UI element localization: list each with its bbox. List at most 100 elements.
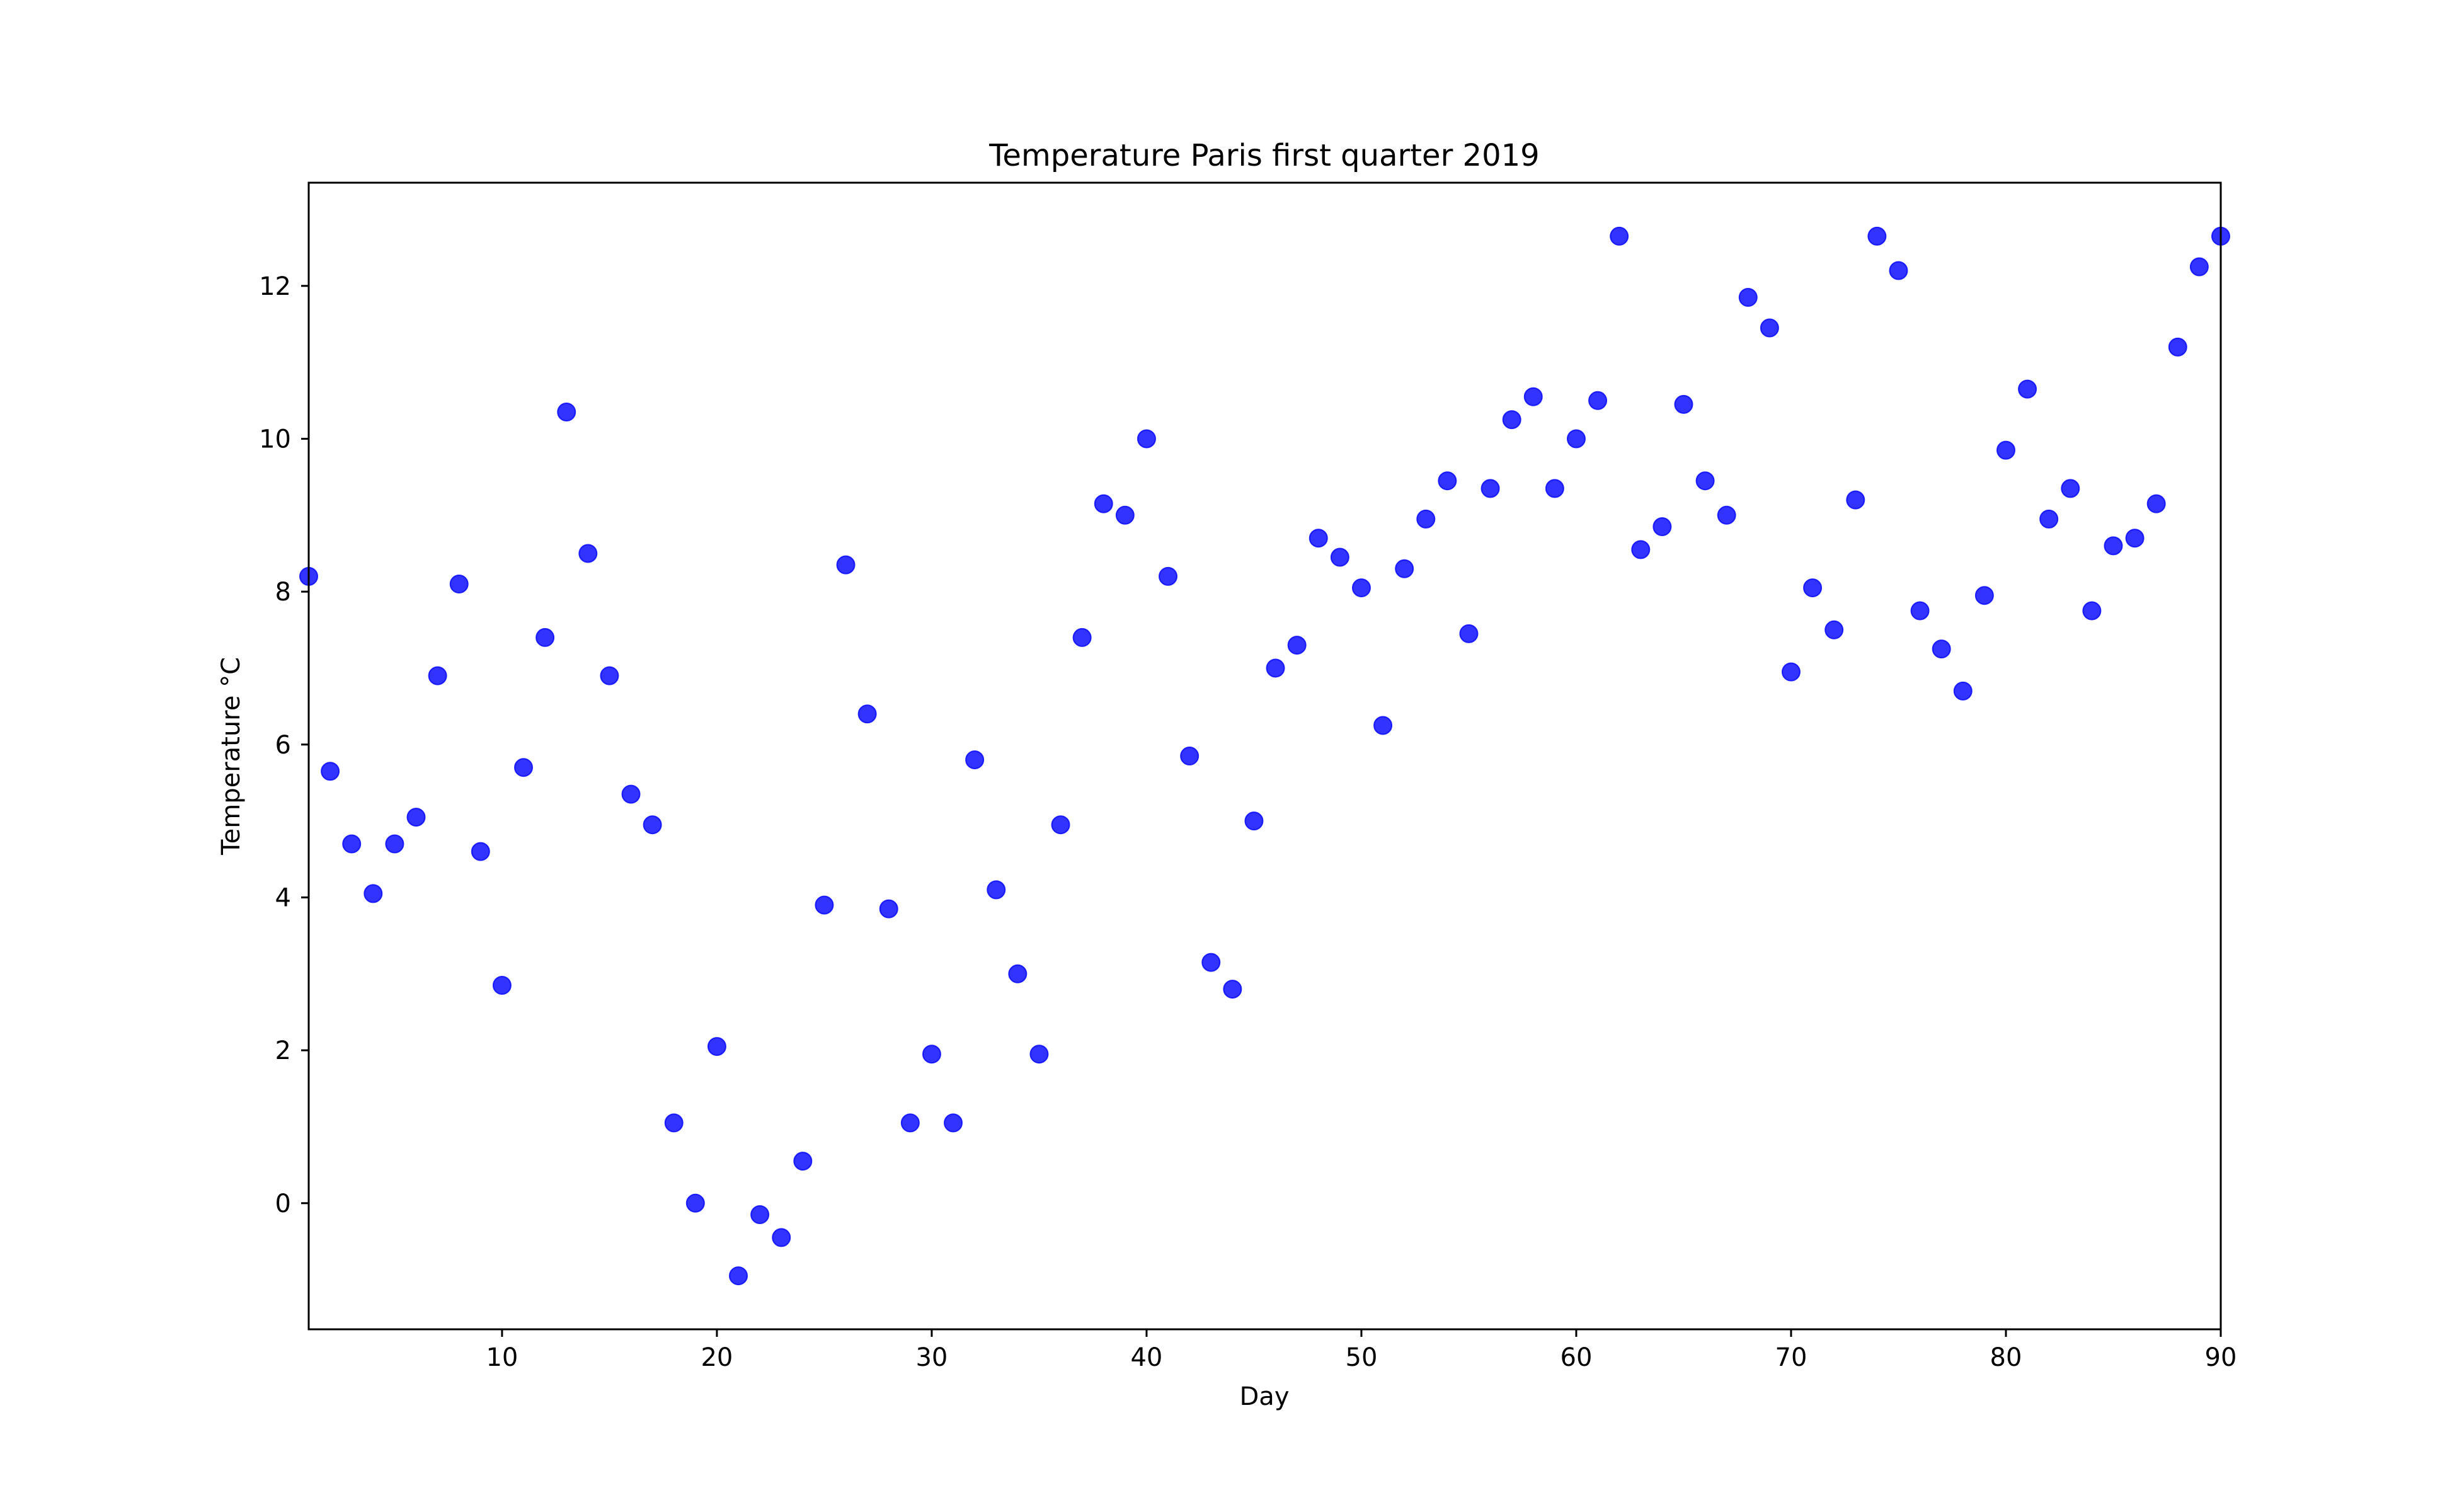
x-tick-label: 70 xyxy=(1775,1343,1807,1372)
data-point xyxy=(922,1045,941,1064)
data-point xyxy=(1072,627,1092,647)
data-point xyxy=(1094,494,1113,513)
data-point xyxy=(1502,410,1521,430)
y-axis-ticks: 0 2 4 6 8 10 12 xyxy=(259,272,309,1218)
x-tick-label: 20 xyxy=(701,1343,733,1372)
data-point xyxy=(1395,559,1414,578)
y-tick-label: 8 xyxy=(275,578,291,607)
x-tick-label: 50 xyxy=(1346,1343,1378,1372)
data-point xyxy=(900,1113,920,1133)
data-point xyxy=(1953,681,1973,701)
data-point xyxy=(2104,536,2123,556)
data-point xyxy=(1566,429,1586,449)
data-point xyxy=(2146,494,2166,513)
data-point xyxy=(1438,471,1457,491)
data-point xyxy=(342,834,362,854)
data-point xyxy=(944,1113,963,1133)
y-tick-label: 6 xyxy=(275,731,291,760)
data-point xyxy=(857,704,877,724)
data-point xyxy=(1223,980,1242,999)
x-tick-label: 60 xyxy=(1561,1343,1593,1372)
x-tick-label: 30 xyxy=(915,1343,948,1372)
data-point xyxy=(2125,529,2145,548)
data-point xyxy=(1652,517,1672,536)
data-point xyxy=(1330,547,1349,567)
data-point xyxy=(1373,716,1393,735)
x-tick-label: 10 xyxy=(486,1343,518,1372)
data-point xyxy=(1309,529,1328,548)
data-point xyxy=(2039,509,2059,529)
data-point xyxy=(1351,578,1371,598)
y-tick-label: 4 xyxy=(275,883,291,912)
data-point xyxy=(1846,490,1865,510)
y-tick-label: 0 xyxy=(275,1189,291,1218)
data-point xyxy=(965,750,985,770)
data-point xyxy=(685,1193,705,1213)
data-point xyxy=(492,976,512,995)
data-point xyxy=(1008,964,1028,983)
data-point xyxy=(987,880,1006,900)
data-point xyxy=(385,834,404,854)
data-point xyxy=(1974,586,1994,605)
data-point xyxy=(2168,337,2187,357)
data-point xyxy=(1781,662,1801,682)
data-point xyxy=(1029,1045,1049,1064)
data-point xyxy=(514,758,534,777)
data-point xyxy=(793,1152,813,1171)
data-point xyxy=(1416,509,1436,529)
data-point xyxy=(1932,639,1951,659)
data-point xyxy=(664,1113,684,1133)
data-point xyxy=(1674,394,1693,414)
data-point xyxy=(1201,953,1221,972)
chart-title: Temperature Paris first quarter 2019 xyxy=(988,138,1539,173)
data-point xyxy=(471,842,490,861)
data-point xyxy=(621,784,641,804)
data-point xyxy=(1115,505,1135,525)
data-point xyxy=(772,1228,791,1247)
y-tick-label: 2 xyxy=(275,1036,291,1065)
data-point xyxy=(1137,429,1156,449)
data-point xyxy=(1545,479,1564,498)
data-point xyxy=(1631,540,1651,559)
data-point xyxy=(879,899,898,919)
data-point xyxy=(1695,471,1715,491)
data-point xyxy=(643,815,662,835)
x-tick-label: 80 xyxy=(1990,1343,2022,1372)
data-point xyxy=(578,544,598,563)
y-tick-label: 12 xyxy=(259,272,291,301)
plot-frame xyxy=(307,181,2222,1331)
data-point xyxy=(1159,566,1178,586)
data-point xyxy=(1996,440,2015,460)
data-point xyxy=(1717,505,1736,525)
data-point xyxy=(836,555,856,575)
data-point xyxy=(557,403,576,421)
data-point xyxy=(1523,387,1543,406)
data-point xyxy=(406,808,426,827)
x-axis-ticks: 10 20 30 40 50 60 70 80 90 xyxy=(486,1329,2236,1372)
data-points-layer xyxy=(299,226,2230,1286)
data-point xyxy=(2082,601,2102,621)
data-point xyxy=(1803,578,1823,598)
data-point xyxy=(1459,624,1479,643)
data-point xyxy=(600,666,619,685)
x-axis-label: Day xyxy=(1240,1382,1290,1411)
data-point xyxy=(2189,257,2209,277)
data-point xyxy=(1867,226,1887,246)
x-tick-label: 90 xyxy=(2205,1343,2237,1372)
data-point xyxy=(1610,226,1629,246)
data-point xyxy=(2018,379,2037,399)
data-point xyxy=(449,575,469,593)
data-point xyxy=(1588,391,1608,410)
data-point xyxy=(1480,479,1500,498)
data-point xyxy=(364,884,383,903)
data-point xyxy=(1244,811,1264,831)
x-tick-label: 40 xyxy=(1130,1343,1162,1372)
data-point xyxy=(1910,601,1930,621)
data-point xyxy=(707,1037,726,1057)
data-point xyxy=(750,1205,770,1224)
data-point xyxy=(428,666,447,685)
data-point xyxy=(729,1266,748,1286)
